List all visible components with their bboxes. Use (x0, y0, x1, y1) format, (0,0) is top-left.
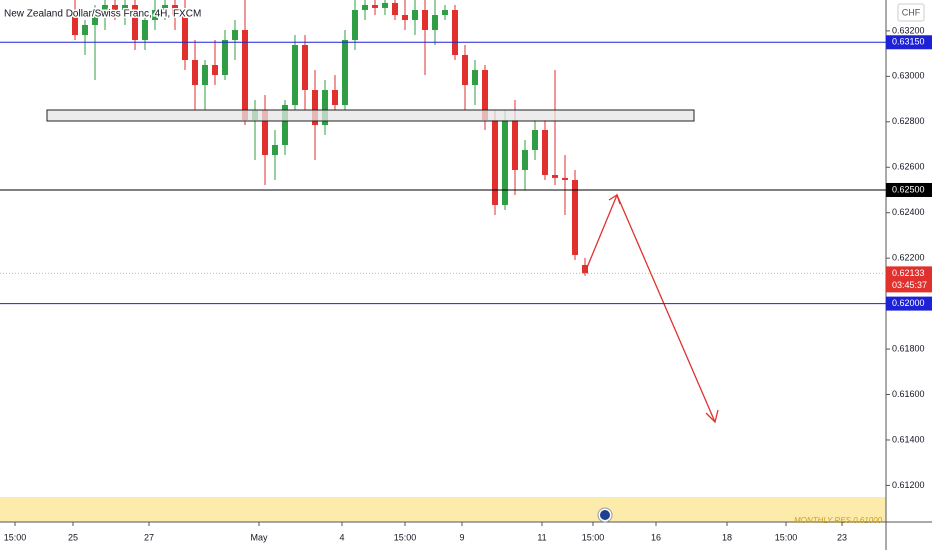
candle-body (192, 59, 198, 85)
supply-zone (46, 109, 695, 122)
candle-body (412, 9, 418, 20)
candle-body (392, 2, 398, 15)
candle-body (172, 4, 178, 15)
candle-body (522, 149, 528, 170)
candle-body (462, 54, 468, 85)
candle-body (472, 69, 478, 85)
y-tick-label: 0.61400 (892, 434, 925, 444)
candle-body (582, 264, 588, 274)
candle-body (232, 29, 238, 40)
candle-body (342, 39, 348, 105)
candle-body (352, 9, 358, 40)
level-label: 0.63150 (892, 37, 925, 47)
candle-body (202, 64, 208, 85)
level-label-box (886, 35, 932, 50)
candle-body (282, 104, 288, 145)
candle-body (72, 9, 78, 35)
candle-body (402, 14, 408, 20)
candle-body (272, 144, 278, 155)
candle-body (212, 64, 218, 75)
candle-body (112, 4, 118, 10)
level-label-box (886, 182, 932, 197)
level-label: 0.62500 (892, 184, 925, 194)
y-tick-label: 0.61200 (892, 480, 925, 490)
last-price-label: 0.62133 (892, 268, 925, 278)
candle-body (122, 4, 128, 10)
candle-body (502, 119, 508, 205)
arrow-head (608, 194, 621, 205)
candle-body (102, 4, 108, 15)
candle-body (262, 109, 268, 155)
candle-body (482, 69, 488, 120)
x-tick-label: 25 (68, 532, 78, 542)
x-tick-label: 16 (651, 532, 661, 542)
y-tick-label: 0.62600 (892, 162, 925, 172)
candle-body (322, 89, 328, 125)
candle-body (562, 177, 568, 180)
candle-body (442, 9, 448, 15)
chart-title: New Zealand Dollar/Swiss Franc, 4H, FXCM (4, 9, 201, 20)
candle-body (492, 119, 498, 205)
candle-body (332, 89, 338, 105)
candle-body (542, 129, 548, 175)
currency-button[interactable] (897, 3, 925, 22)
y-tick-label: 0.62800 (892, 116, 925, 126)
event-flag-icon (600, 510, 610, 520)
candle-body (372, 4, 378, 8)
x-tick-label: 11 (537, 532, 546, 542)
arrow-head (705, 409, 719, 424)
y-tick-label: 0.63200 (892, 25, 925, 35)
y-tick-label: 0.61600 (892, 389, 925, 399)
level-label: 0.62000 (892, 298, 925, 308)
candle-body (142, 19, 148, 40)
x-tick-label: 23 (837, 532, 847, 542)
x-tick-label: May (250, 532, 268, 542)
candle-body (382, 2, 388, 8)
x-tick-label: 4 (339, 532, 344, 542)
candle-body (92, 14, 98, 25)
projection-arrow (585, 193, 716, 423)
candle-body (292, 44, 298, 105)
candle-body (432, 14, 438, 30)
y-tick-label: 0.61800 (892, 343, 925, 353)
candle-body (242, 29, 248, 120)
candle-body (132, 4, 138, 40)
currency-label: CHF (902, 7, 921, 17)
candle-body (302, 44, 308, 90)
x-tick-label: 9 (459, 532, 464, 542)
candle-body (362, 4, 368, 10)
candle-body (162, 4, 168, 10)
x-tick-label: 15:00 (775, 532, 798, 542)
candle-body (572, 179, 578, 255)
candle-body (152, 9, 158, 20)
x-tick-label: 15:00 (394, 532, 417, 542)
annotation: MONTHLY RES 0.61000 (794, 516, 883, 525)
x-tick-label: 15:00 (582, 532, 605, 542)
x-tick-label: 18 (722, 532, 732, 542)
x-tick-label: 27 (144, 532, 154, 542)
candle-body (312, 89, 318, 125)
y-tick-label: 0.62200 (892, 253, 925, 263)
candle-body (82, 24, 88, 35)
candle-body (452, 9, 458, 55)
candle-body (552, 174, 558, 178)
candle-body (422, 9, 428, 30)
candle-body (532, 129, 538, 150)
countdown-label: 03:45:37 (892, 280, 927, 290)
y-tick-label: 0.62400 (892, 207, 925, 217)
monthly-resistance-zone (0, 497, 886, 522)
candle-body (512, 119, 518, 170)
level-label-box (886, 296, 932, 311)
candle-body (182, 14, 188, 60)
x-tick-label: 15:00 (4, 532, 27, 542)
plot-area (72, 0, 588, 276)
candle-body (222, 39, 228, 75)
last-price-box (886, 266, 932, 293)
y-tick-label: 0.63000 (892, 71, 925, 81)
